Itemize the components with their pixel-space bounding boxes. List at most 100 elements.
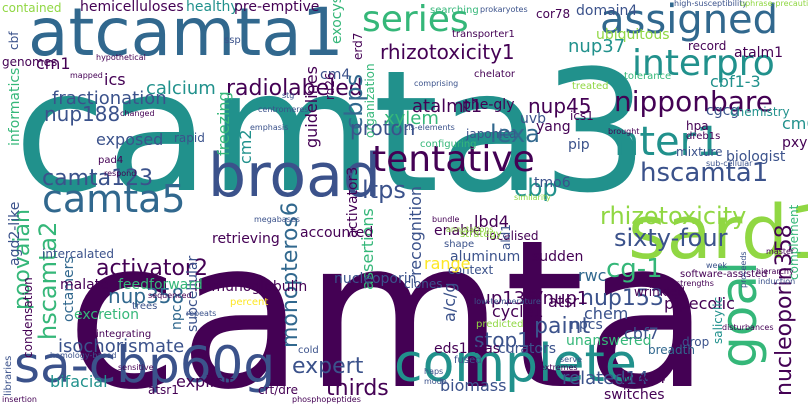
word-percent: percent xyxy=(230,297,269,308)
word-exposed: exposed xyxy=(96,130,164,149)
word-thirds: thirds xyxy=(326,376,389,401)
word-camta5: camta5 xyxy=(42,177,186,221)
word-extremes: extremes xyxy=(540,363,578,372)
word-recognition: recognition xyxy=(406,185,425,276)
word-ubiquitous: ubiquitous xyxy=(596,27,670,43)
word-master: master xyxy=(766,247,795,256)
word-sequenced: sequenced xyxy=(148,291,192,300)
word-megabases: megabases xyxy=(254,215,300,224)
word-configuring: configuring xyxy=(420,139,477,150)
word-japonica: japonica xyxy=(466,127,517,141)
word-intercalated: intercalated xyxy=(42,247,115,261)
word-atsr: atsr xyxy=(548,292,579,311)
word-pre-emptive: pre-emptive xyxy=(234,0,320,15)
word-enable: enable xyxy=(434,223,482,239)
word-emphasis: emphasis xyxy=(250,123,289,132)
word-ssp: ssp xyxy=(224,35,241,46)
word-cis-elements: cis-elements xyxy=(404,123,455,132)
word-freezing: freezing xyxy=(214,91,233,156)
word-hypothetical: hypothetical xyxy=(96,53,146,62)
word-eds1-was: eds1-was xyxy=(434,341,501,357)
word-expert: expert xyxy=(292,354,364,379)
word-hierarchy: hierarchy xyxy=(756,267,794,276)
word-sard1: sard1 xyxy=(628,190,808,276)
word-chemistry: chemistry xyxy=(730,105,790,119)
word-cm1: cm1 xyxy=(36,54,71,73)
word-dreb1s: dreb1s xyxy=(686,131,721,142)
word-cm4: cm4 xyxy=(320,67,351,83)
word-atcamta1: atcamta1 xyxy=(28,0,344,71)
word-bundle: bundle xyxy=(432,215,460,224)
word-insertion: insertion xyxy=(2,395,37,404)
word-fused: fused xyxy=(454,355,482,366)
word-serve: serve xyxy=(560,355,583,364)
word-lbd4: lbd4 xyxy=(474,212,509,231)
word-sensitive: sensitive xyxy=(118,363,154,372)
word-rwc: rwc xyxy=(578,266,607,285)
word-contained: contained xyxy=(2,1,62,15)
word-searching: searching xyxy=(430,5,479,16)
word-sudden: sudden xyxy=(532,249,584,265)
word-bifacial: bifacial xyxy=(50,372,108,391)
word-libraries: libraries xyxy=(3,355,14,396)
word-tolerance: tolerance xyxy=(624,71,672,82)
word-cbf: cbf xyxy=(7,31,21,50)
word-nup136: nup136/nup1 xyxy=(468,288,589,309)
word-sa-cbp60g: sa-cbp60g xyxy=(14,336,276,394)
word-radiolabeled: radiolabeled xyxy=(226,76,363,101)
word-malate: malate xyxy=(60,277,109,293)
word-organization: organization xyxy=(363,63,377,138)
word-cg-1: cg-1 xyxy=(606,254,663,284)
word-comprising: comprising xyxy=(414,79,459,88)
word-cor78: cor78 xyxy=(536,7,571,21)
word-induction: induction xyxy=(758,277,796,286)
word-series: series xyxy=(362,0,469,40)
word-nipponbare: nipponbare xyxy=(614,85,774,118)
word-biomass: biomass xyxy=(440,376,507,395)
word-a-c-g: a/c/g xyxy=(440,282,459,322)
word-yang: yang xyxy=(536,119,571,135)
word-interpro: interpro xyxy=(632,43,775,84)
word-low-temperature: low-temperature xyxy=(474,297,541,306)
word-camta123: camta123 xyxy=(42,166,154,191)
word-assigned: assigned xyxy=(600,0,779,43)
word-proton: proton xyxy=(350,116,416,140)
word-context: context xyxy=(448,263,494,277)
word-breadth: breadth xyxy=(648,343,695,357)
word-xylem: xylem xyxy=(384,108,439,129)
word-hscamta2: hscamta2 xyxy=(34,221,62,340)
word-similarity: similarity xyxy=(514,193,551,202)
word-ics1: ics1 xyxy=(570,109,594,123)
word-prokaryotes: prokaryotes xyxy=(480,5,528,14)
word-nup358: nup358 xyxy=(108,284,185,308)
word-predicted: predicted xyxy=(476,319,524,330)
word-uphrase-precautions: uphrase-precautions xyxy=(740,0,808,8)
word-integrating: integrating xyxy=(96,329,152,340)
word-strategy: strategy xyxy=(460,229,502,240)
word-paint: paint xyxy=(534,314,591,339)
word-range: range xyxy=(424,254,471,273)
word-wox14: wox14 xyxy=(620,371,666,387)
word-pip: pip xyxy=(568,137,590,153)
word-ics: ics xyxy=(104,70,126,89)
word-phe-gly: phe-gly xyxy=(462,97,515,113)
word-condensation: condensation xyxy=(21,277,35,358)
word-feedforward: feedforward xyxy=(118,277,203,293)
word-week: week xyxy=(706,261,728,270)
word-curators: curators xyxy=(498,341,557,357)
word-nup37: nup37 xyxy=(568,36,626,57)
word-cbp: cbp xyxy=(514,174,558,202)
word-uvb: uvb xyxy=(520,111,547,127)
word-drop: drop xyxy=(682,335,710,349)
word-immunoglobulin: immunoglobulin xyxy=(194,279,308,295)
word-atsr1: atsr1 xyxy=(148,383,179,397)
word-exocyst: exocyst xyxy=(329,0,345,44)
word-cbf7: cbf7 xyxy=(624,324,659,343)
word-excretion: excretion xyxy=(74,307,139,323)
word-brought: brought xyxy=(608,127,640,136)
word-cycle1: cycle1 xyxy=(492,302,544,321)
word-clones: clones xyxy=(404,277,443,291)
word-homology-based: homology-based xyxy=(50,351,117,360)
word-tentative: tentative xyxy=(372,139,535,180)
word-repeats: repeats xyxy=(186,309,217,318)
